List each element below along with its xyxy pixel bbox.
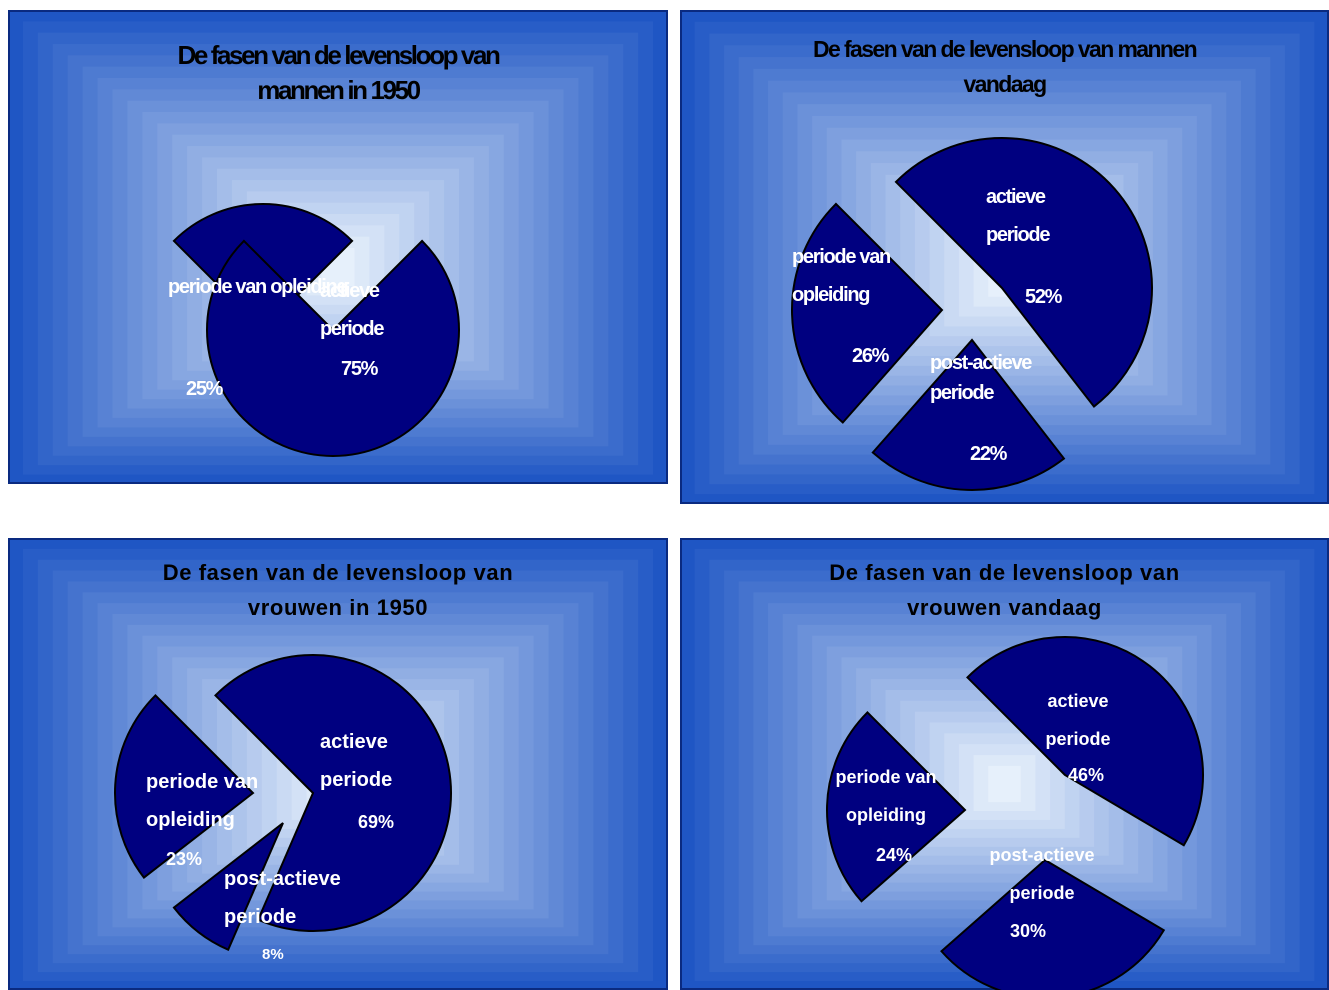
pie-slice-actieve-periode [894,137,1153,408]
chart-title: De fasen van de levensloop van mannen va… [812,36,1198,97]
pie-slice-actieve-periode [966,636,1204,847]
pie-slice-periode-van-opleiding [826,711,967,903]
pie-slice-actieve-periode [206,239,460,458]
slice-value-opleiding: 25% [186,378,223,400]
slice-value-opleiding: 23% [166,849,203,869]
pie-slice-periode-van-opleiding [114,694,255,879]
pie-slice-periode-van-opleiding [791,202,944,424]
chart-panel-men-today: De fasen van de levensloop van mannen va… [680,10,1329,504]
slice-value-actieve: 75% [341,358,378,380]
slice-value-postactieve: 30% [1010,921,1047,941]
slice-label-actieve: actieve periode [320,280,384,340]
slice-value-postactieve: 22% [970,443,1007,465]
slice-value-actieve: 46% [1068,765,1105,785]
pie-slice-post-actieve-periode [940,858,1166,990]
panel-border [8,10,668,484]
pie-chart [791,137,1153,491]
chart-title: De fasen van de levensloop van vrouwen i… [162,560,514,620]
slice-label-postactieve: post-actieve periode [989,845,1095,903]
chart-title: De fasen van de levensloop van mannen in… [177,40,500,105]
pie-slice-actieve-periode [214,654,452,932]
chart-title: De fasen van de levensloop van vrouwen v… [829,560,1180,620]
panel-border [8,538,668,990]
pie-chart [826,636,1204,990]
slice-label-opleiding: periode van opleiding [168,276,349,298]
slice-value-opleiding: 26% [852,345,889,367]
slice-label-actieve: actieve periode [320,731,393,791]
slice-value-postactieve: 8% [262,946,284,963]
slice-label-opleiding: periode van opleiding [792,246,891,306]
slice-label-opleiding: periode van opleiding [146,771,259,831]
chart-panel-women-1950: De fasen van de levensloop van vrouwen i… [8,538,668,990]
slice-label-actieve: actieve periode [1045,691,1111,749]
pie-slice-post-actieve-periode [172,822,284,951]
chart-panel-women-today: De fasen van de levensloop van vrouwen v… [680,538,1329,990]
slice-label-postactieve: post-actieve periode [224,868,341,928]
slice-label-postactieve: post-actieve periode [930,352,1032,404]
slice-label-opleiding: periode van opleiding [835,767,937,825]
pie-chart [172,203,460,458]
pie-chart [114,654,452,951]
background-band [988,765,1021,803]
chart-panel-men-1950: De fasen van de levensloop van mannen in… [8,10,668,484]
slice-value-opleiding: 24% [876,845,913,865]
slice-value-actieve: 52% [1025,286,1062,308]
pie-slice-post-actieve-periode [871,338,1066,491]
panel-border [680,10,1329,504]
slice-label-actieve: actieve periode [986,186,1050,246]
slice-value-actieve: 69% [358,812,395,832]
